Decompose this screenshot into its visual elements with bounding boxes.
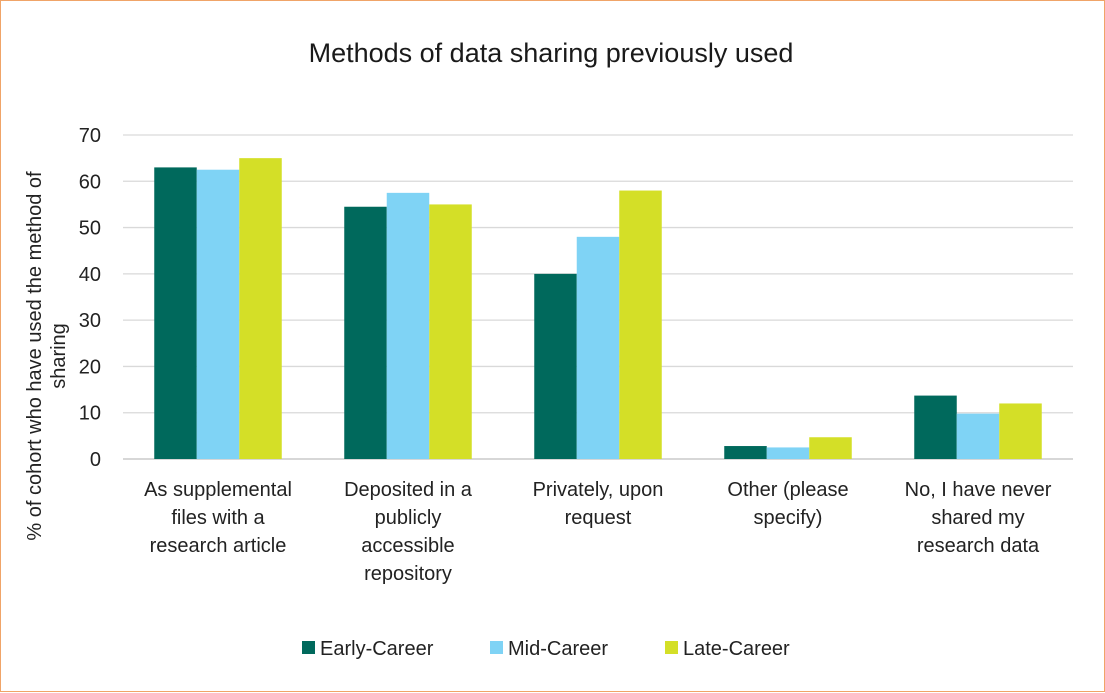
category-label-line: specify) (754, 507, 823, 529)
category-label: As supplemental files with a research arti… (144, 479, 292, 557)
y-tick-label: 0 (90, 449, 101, 471)
y-tick-label: 30 (79, 310, 101, 332)
category-label: Other (please specify) (727, 479, 848, 529)
y-tick-labels: 0 10 20 30 40 50 60 70 (79, 125, 101, 471)
category-label-line: research article (150, 535, 287, 557)
category-label-line: accessible (361, 535, 454, 557)
bar-late-career (619, 190, 662, 460)
bar-late-career (809, 437, 852, 459)
legend-swatch (490, 641, 503, 654)
bar-late-career (999, 403, 1042, 459)
bar-mid-career (766, 447, 810, 459)
chart-title: Methods of data sharing previously used (309, 38, 794, 68)
category-label-line: request (565, 507, 632, 529)
bar-early-career (344, 206, 387, 459)
bar-late-career (429, 204, 472, 459)
category-label-line: repository (364, 563, 452, 585)
legend-swatch (665, 641, 678, 654)
bar-early-career (154, 167, 197, 459)
legend-label: Early-Career (320, 638, 434, 660)
category-label-line: research data (917, 535, 1040, 557)
bars (154, 158, 1042, 460)
category-label-line: No, I have never (905, 479, 1052, 501)
y-tick-label: 10 (79, 403, 101, 425)
legend-label: Mid-Career (508, 638, 608, 660)
category-label: Privately, upon request (533, 479, 664, 529)
bar-mid-career (386, 192, 430, 459)
y-tick-label: 20 (79, 356, 101, 378)
bar-mid-career (956, 413, 1000, 459)
category-label-line: As supplemental (144, 479, 292, 501)
legend-item-mid-career: Mid-Career (490, 638, 608, 660)
category-label-line: files with a (171, 507, 265, 529)
y-tick-label: 40 (79, 264, 101, 286)
legend-label: Late-Career (683, 638, 790, 660)
legend-item-early-career: Early-Career (302, 638, 434, 660)
legend-item-late-career: Late-Career (665, 638, 790, 660)
bar-mid-career (196, 169, 240, 459)
category-label: No, I have never shared my research data (905, 479, 1052, 557)
y-axis-label: % of cohort who have used the method of … (24, 171, 70, 541)
y-tick-label: 70 (79, 125, 101, 147)
bar-early-career (534, 273, 577, 459)
bar-early-career (724, 446, 767, 459)
y-tick-label: 60 (79, 171, 101, 193)
y-axis-label-line-1: % of cohort who have used the method of (24, 171, 46, 541)
legend-swatch (302, 641, 315, 654)
x-category-labels: As supplemental files with a research arti… (144, 479, 1052, 585)
category-label-line: Other (please (727, 479, 848, 501)
y-tick-label: 50 (79, 218, 101, 240)
category-label-line: publicly (375, 507, 442, 529)
category-label-line: Privately, upon (533, 479, 664, 501)
category-label: Deposited in a publicly accessible reposito… (344, 479, 473, 585)
bar-late-career (239, 158, 282, 459)
y-axis-label-line-2: sharing (48, 323, 70, 389)
legend: Early-Career Mid-Career Late-Career (302, 638, 790, 660)
bar-early-career (914, 395, 957, 459)
category-label-line: shared my (931, 507, 1024, 529)
category-label-line: Deposited in a (344, 479, 473, 501)
bar-mid-career (576, 236, 620, 459)
